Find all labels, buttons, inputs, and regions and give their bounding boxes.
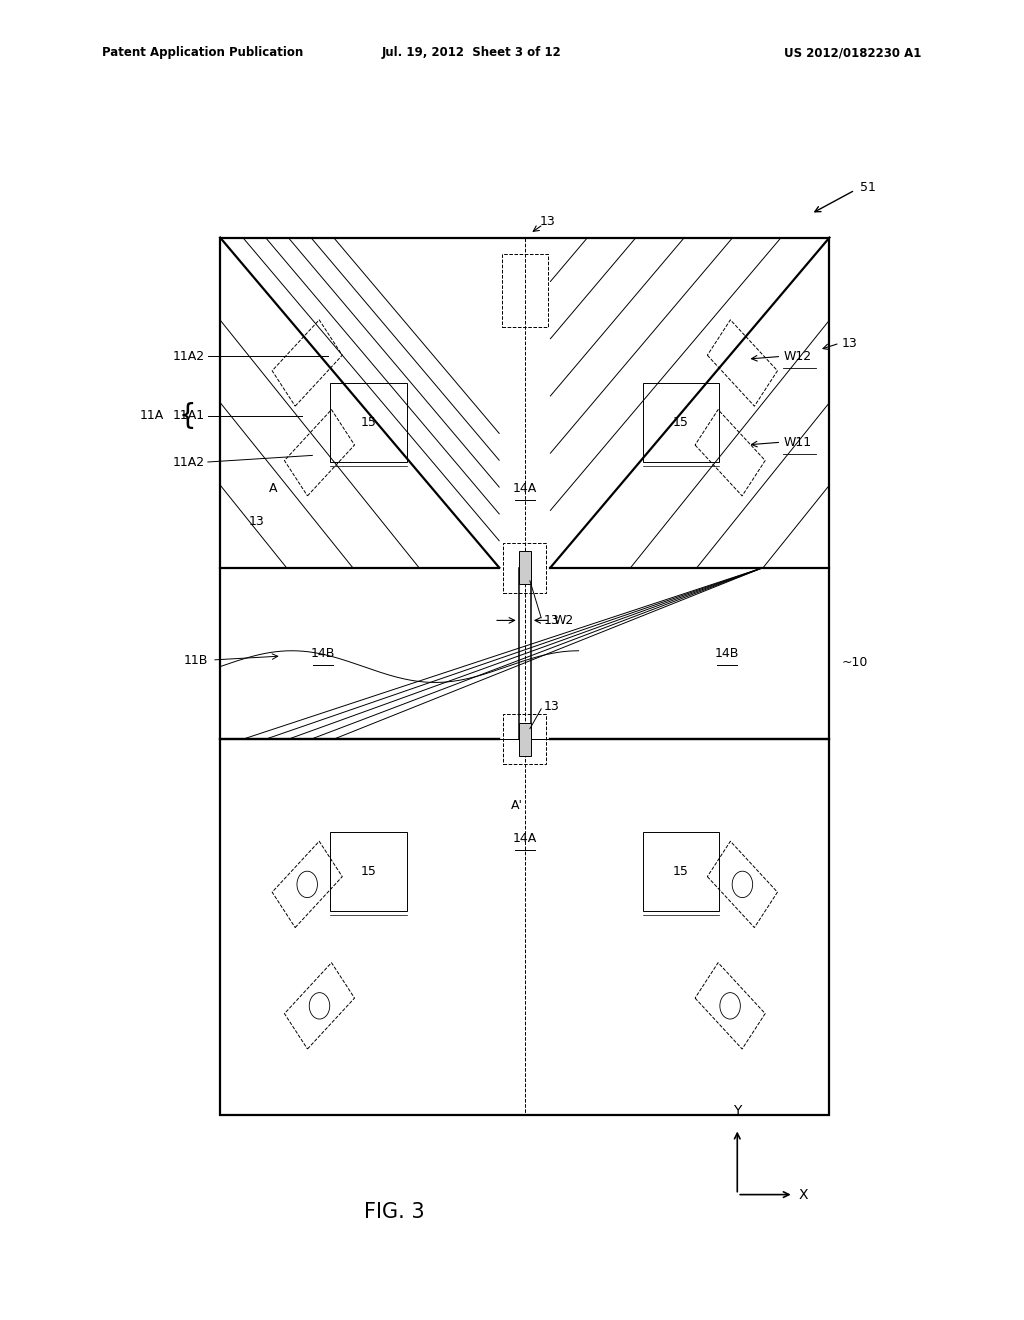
Text: 15: 15 — [360, 416, 377, 429]
Text: 14A: 14A — [513, 832, 537, 845]
Text: A: A — [269, 482, 278, 495]
Text: ~10: ~10 — [842, 656, 868, 669]
Text: 13: 13 — [541, 215, 556, 228]
Bar — [503, 714, 547, 764]
Text: 13: 13 — [842, 337, 857, 350]
Bar — [330, 832, 408, 911]
Bar — [502, 253, 548, 327]
Text: 14A: 14A — [513, 482, 537, 495]
Bar — [518, 723, 530, 755]
Text: 14B: 14B — [715, 647, 739, 660]
Text: W12: W12 — [783, 350, 811, 363]
Text: {: { — [179, 401, 197, 430]
Text: 11A: 11A — [139, 409, 164, 422]
Text: 11B: 11B — [183, 653, 208, 667]
Text: 11A1: 11A1 — [173, 409, 205, 422]
Text: 15: 15 — [673, 865, 689, 878]
Bar — [643, 383, 719, 462]
Text: 13: 13 — [249, 515, 264, 528]
Text: 13: 13 — [543, 614, 559, 627]
Text: W11: W11 — [783, 436, 811, 449]
Text: US 2012/0182230 A1: US 2012/0182230 A1 — [784, 46, 922, 59]
Text: Y: Y — [733, 1104, 741, 1118]
Bar — [518, 552, 530, 583]
Text: 51: 51 — [860, 181, 877, 194]
Bar — [330, 383, 408, 462]
Bar — [643, 832, 719, 911]
Bar — [220, 238, 829, 1115]
Text: Patent Application Publication: Patent Application Publication — [102, 46, 304, 59]
Text: FIG. 3: FIG. 3 — [364, 1201, 425, 1222]
Text: X: X — [799, 1188, 808, 1201]
Text: 13: 13 — [543, 700, 559, 713]
Text: 15: 15 — [673, 416, 689, 429]
Text: 15: 15 — [360, 865, 377, 878]
Text: 11A2: 11A2 — [173, 455, 205, 469]
Text: 14B: 14B — [310, 647, 335, 660]
Text: Jul. 19, 2012  Sheet 3 of 12: Jul. 19, 2012 Sheet 3 of 12 — [381, 46, 561, 59]
Bar — [503, 543, 547, 593]
Text: 11A2: 11A2 — [173, 350, 205, 363]
Text: W2: W2 — [553, 614, 573, 627]
Text: A': A' — [511, 799, 522, 812]
